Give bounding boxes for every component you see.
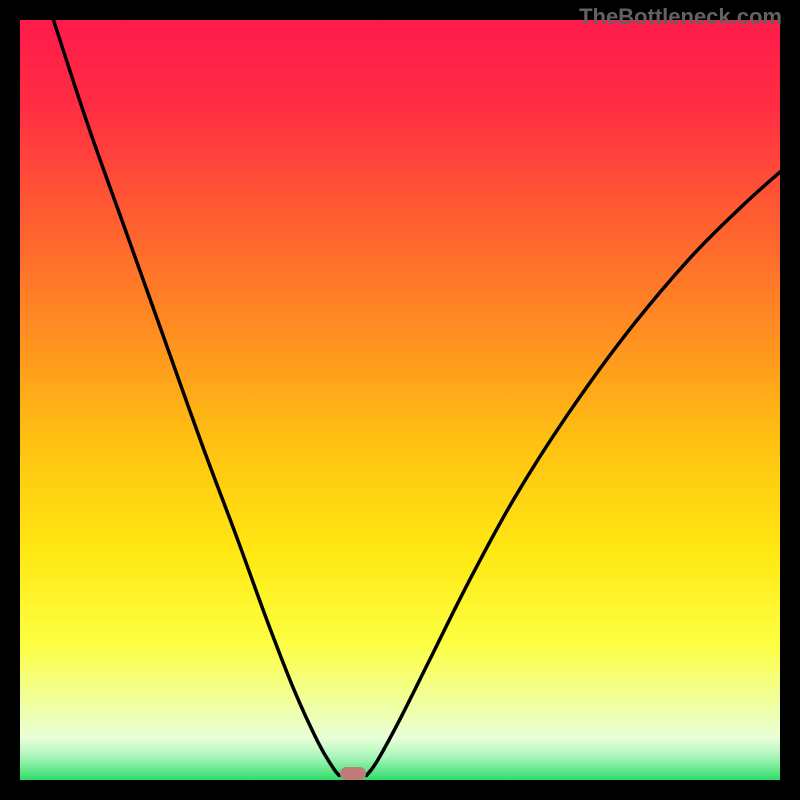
watermark-text: TheBottleneck.com xyxy=(579,4,782,30)
curve-left-branch xyxy=(53,20,339,775)
curve-right-branch xyxy=(367,172,780,775)
minimum-marker xyxy=(340,767,366,780)
chart-curve-layer xyxy=(20,20,780,780)
